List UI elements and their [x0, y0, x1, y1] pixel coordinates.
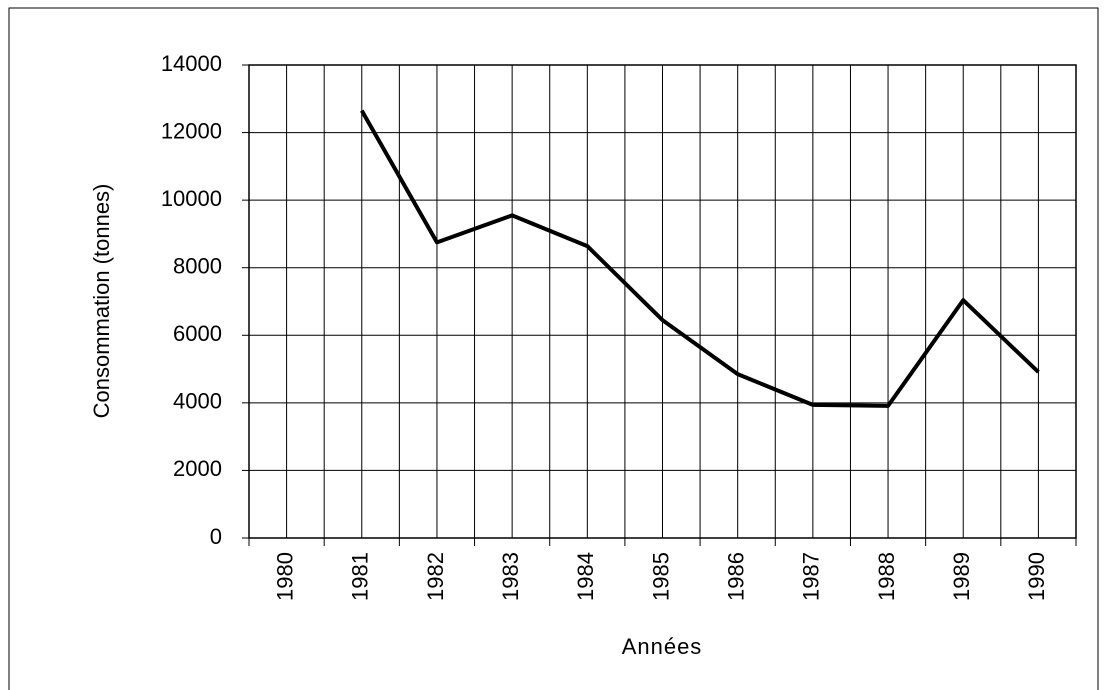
plot-frame	[248, 64, 1077, 539]
y-tick-label: 10000	[161, 186, 222, 211]
x-axis-title: Années	[622, 634, 703, 659]
x-tick-label: 1989	[949, 552, 974, 601]
x-tick-label: 1985	[648, 552, 673, 601]
data-line	[360, 109, 1040, 408]
y-tick-label: 0	[210, 524, 222, 549]
y-tick-label: 12000	[161, 118, 222, 143]
chart-frame	[8, 7, 1099, 690]
y-tick-label: 14000	[161, 51, 222, 76]
y-tick-label: 2000	[173, 456, 222, 481]
y-tick-label: 4000	[173, 389, 222, 414]
y-tick-label: 6000	[173, 321, 222, 346]
x-tick-label: 1982	[423, 552, 448, 601]
x-tick-label: 1987	[799, 552, 824, 601]
x-tick-label: 1984	[573, 552, 598, 601]
x-tick-label: 1986	[723, 552, 748, 601]
x-tick-label: 1980	[272, 552, 297, 601]
x-tick-label: 1990	[1024, 552, 1049, 601]
x-tick-label: 1983	[498, 552, 523, 601]
x-tick-label: 1988	[874, 552, 899, 601]
y-axis-title: Consommation (tonnes)	[89, 184, 114, 419]
x-tick-label: 1981	[348, 552, 373, 601]
y-tick-label: 8000	[173, 254, 222, 279]
